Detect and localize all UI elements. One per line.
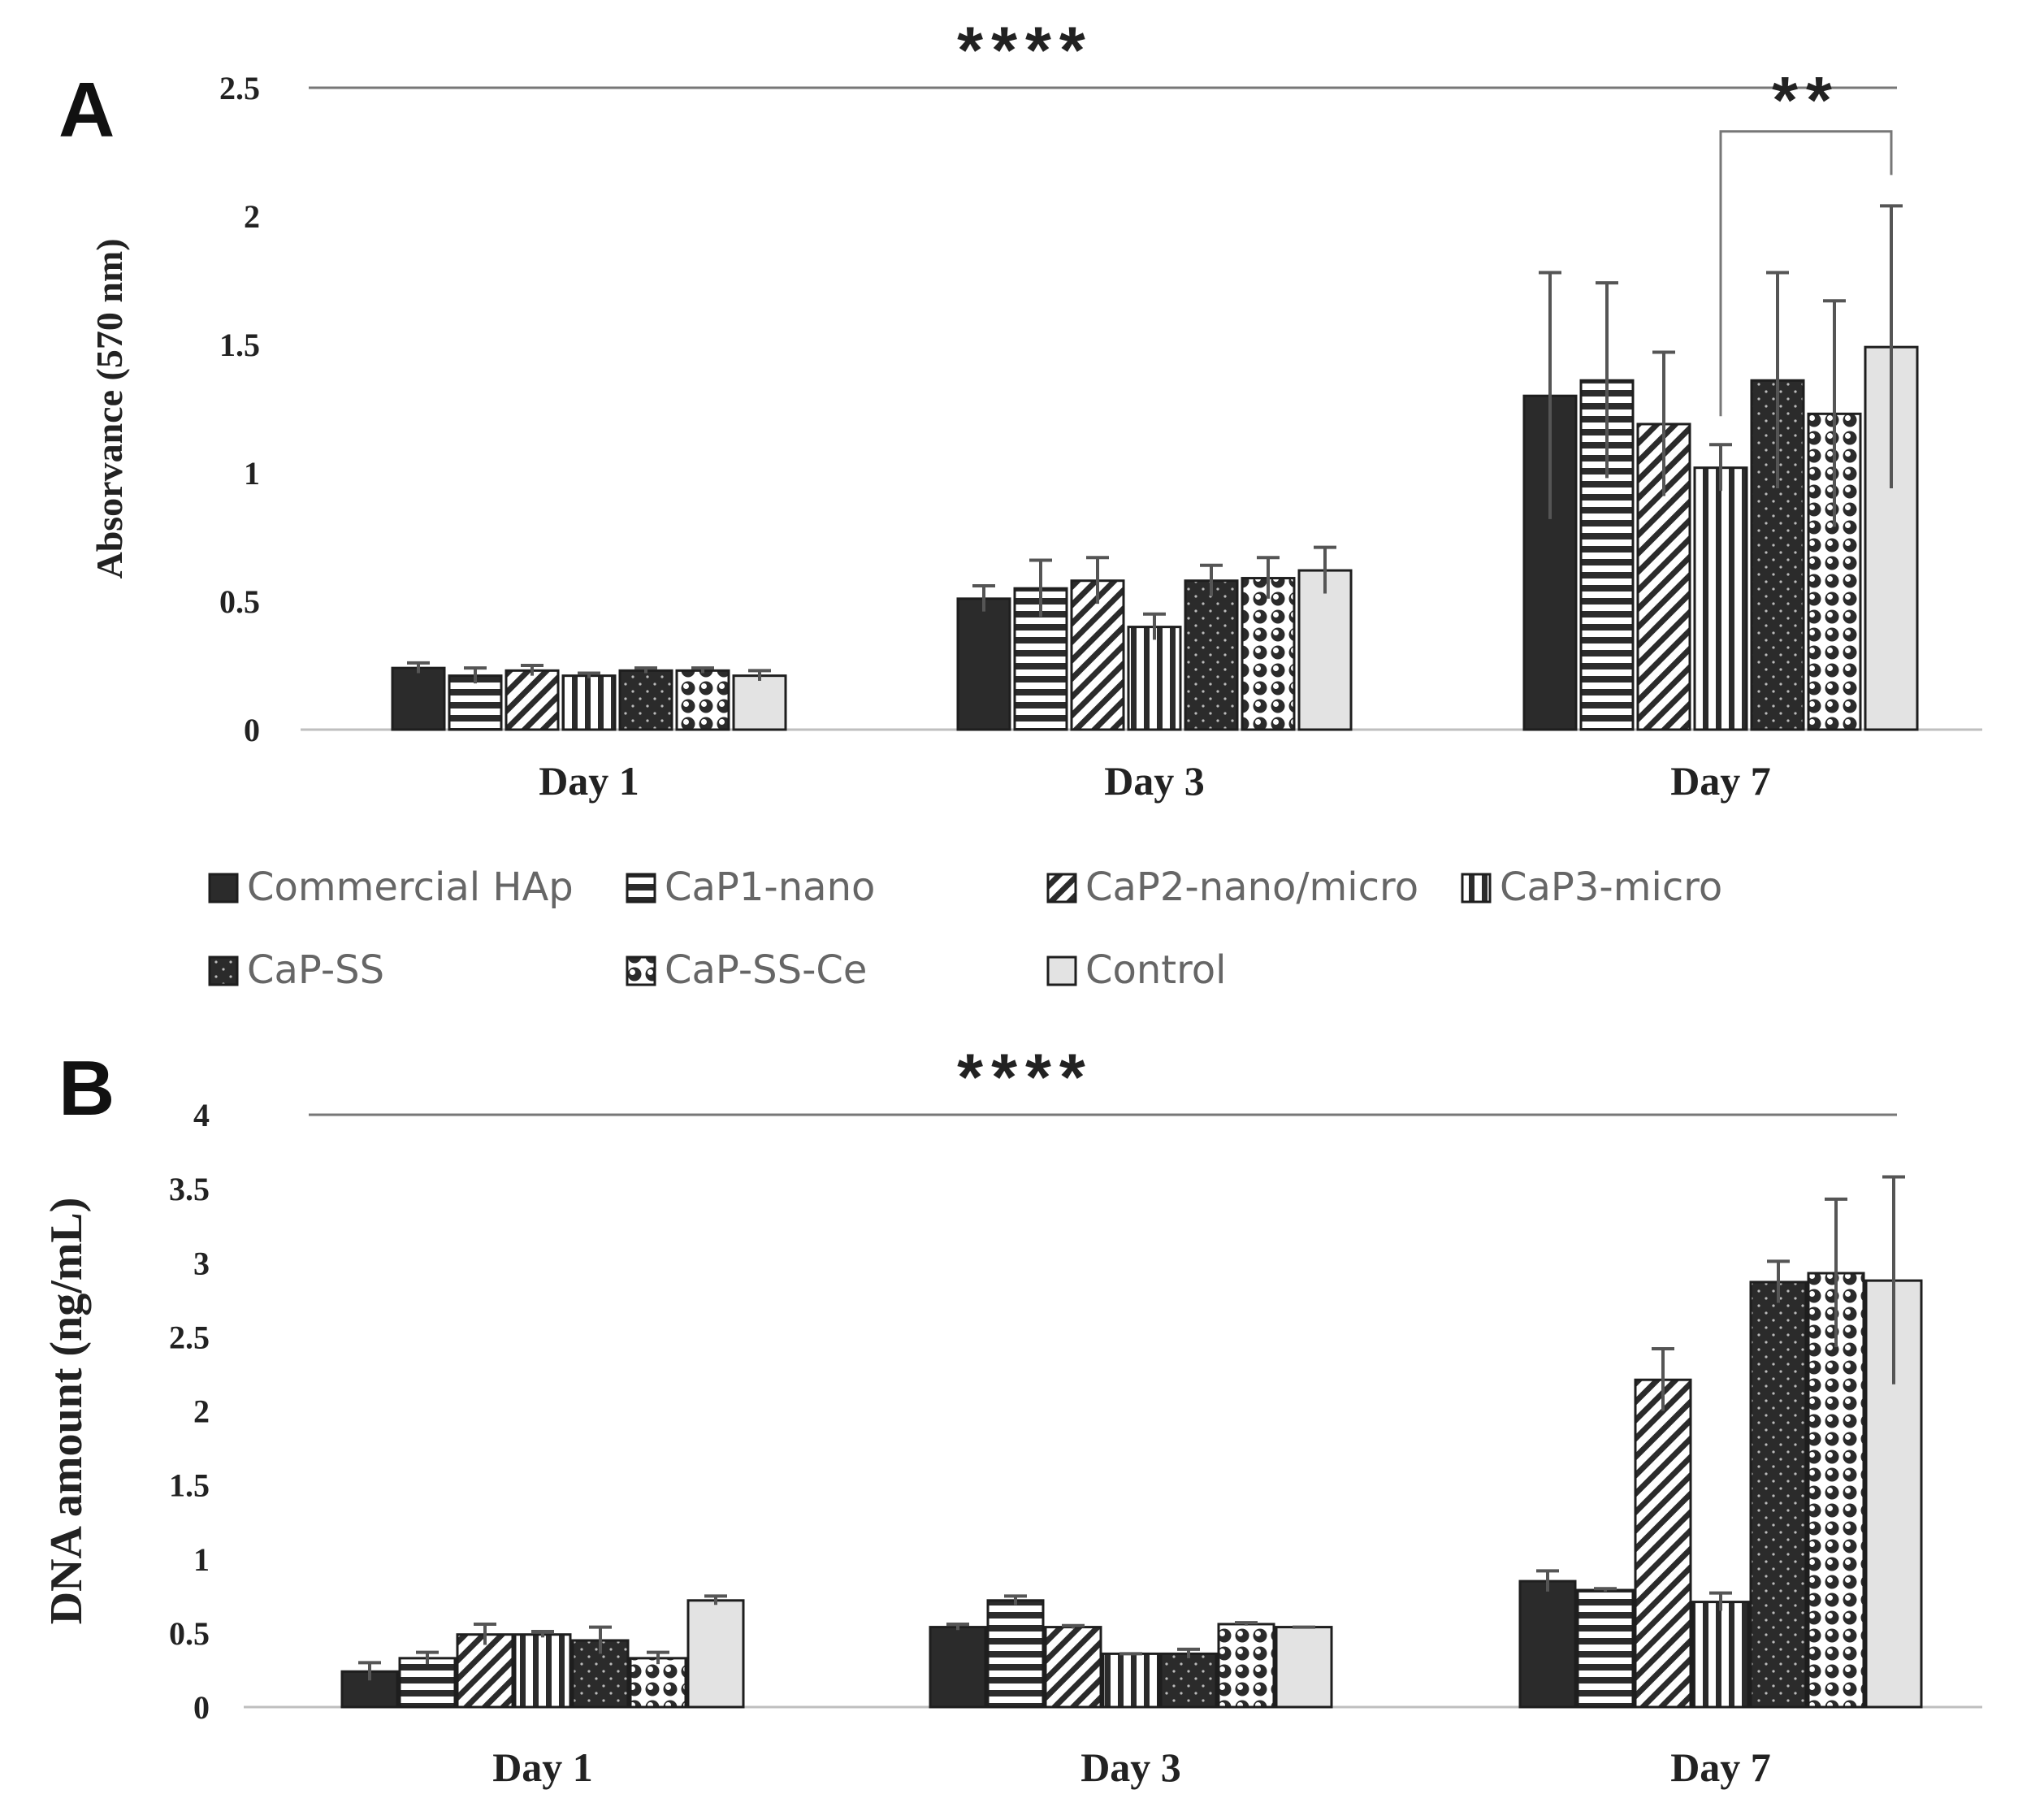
bar <box>1749 1280 1808 1709</box>
bar <box>1184 579 1239 731</box>
bar <box>505 669 560 731</box>
legend-swatch <box>1046 873 1077 904</box>
x-category-label: Day 1 <box>492 1744 593 1790</box>
bar <box>1693 466 1748 731</box>
legend-label: CaP1-nano <box>665 864 875 910</box>
y-axis-label: Absorvance (570 nm) <box>89 238 130 578</box>
chart-panel-b: 0 0.5 1 1.5 2 2.5 3 3.5 4 DNA amount (ng/mL) Day 1… <box>41 1041 1982 1790</box>
legend-label: Control <box>1085 947 1227 993</box>
legend-label: CaP-SS <box>247 947 384 993</box>
y-axis-label: DNA amount (ng/mL) <box>41 1198 92 1625</box>
x-category-label: Day 7 <box>1670 758 1771 804</box>
bar <box>629 1657 687 1709</box>
bar <box>456 1633 514 1709</box>
bar <box>1297 569 1353 731</box>
significance-marker: **** <box>957 1041 1093 1115</box>
legend-swatch <box>1046 956 1077 986</box>
panel-label-b: B <box>58 1045 115 1132</box>
bar <box>513 1633 572 1709</box>
y-tick-label: 2.5 <box>169 1319 210 1355</box>
bar <box>929 1626 987 1709</box>
y-tick-label: 1.5 <box>169 1467 210 1504</box>
significance-marker: ** <box>1772 64 1840 138</box>
legend-swatch <box>1461 873 1492 904</box>
bar <box>1044 1626 1102 1709</box>
bar <box>1217 1623 1275 1709</box>
y-tick-label: 0 <box>244 712 260 748</box>
y-tick-label: 0.5 <box>169 1615 210 1652</box>
bar <box>1691 1601 1750 1709</box>
y-tick-label: 3.5 <box>169 1171 210 1207</box>
panel-label-a: A <box>58 67 115 154</box>
bar <box>448 674 503 731</box>
legend-label: CaP3-micro <box>1500 864 1722 910</box>
bar <box>1634 1378 1692 1709</box>
x-category-label: Day 3 <box>1080 1744 1181 1790</box>
bar <box>1159 1652 1218 1709</box>
y-tick-label: 2 <box>244 198 260 235</box>
bar <box>1102 1652 1160 1709</box>
chart-panel-a: 0 0.5 1 1.5 2 2.5 Absorvance (570 nm) Day 1 Day … <box>89 14 1982 804</box>
bar <box>1275 1626 1333 1709</box>
bar <box>956 597 1011 731</box>
significance-marker: **** <box>957 14 1093 88</box>
bar <box>561 674 617 731</box>
legend: Commercial HAp CaP1-nano CaP2-nano/micro Ca… <box>208 864 1722 993</box>
bar <box>1576 1588 1635 1709</box>
bar <box>986 1599 1045 1709</box>
x-category-label: Day 1 <box>539 758 639 804</box>
legend-swatch <box>626 956 656 986</box>
legend-label: Commercial HAp <box>247 864 574 910</box>
bar <box>398 1657 457 1709</box>
x-category-label: Day 7 <box>1670 1744 1771 1790</box>
y-tick-label: 2.5 <box>219 70 260 106</box>
y-tick-label: 2 <box>193 1393 210 1430</box>
legend-label: CaP2-nano/micro <box>1085 864 1418 910</box>
bar <box>618 669 673 731</box>
bar <box>391 666 446 731</box>
bar <box>686 1599 745 1709</box>
bar <box>1070 579 1125 731</box>
bar <box>1241 577 1296 731</box>
y-tick-label: 0 <box>193 1689 210 1726</box>
legend-label: CaP-SS-Ce <box>665 947 867 993</box>
y-tick-label: 1 <box>244 455 260 492</box>
bar <box>1127 626 1182 731</box>
y-tick-label: 3 <box>193 1245 210 1281</box>
bar <box>732 674 787 731</box>
y-tick-label: 4 <box>193 1097 210 1133</box>
x-category-label: Day 3 <box>1104 758 1205 804</box>
y-tick-label: 0.5 <box>219 583 260 620</box>
significance-bracket <box>1719 130 1893 417</box>
y-tick-label: 1.5 <box>219 327 260 363</box>
legend-swatch <box>208 956 239 986</box>
bar <box>675 669 730 731</box>
bar <box>1518 1580 1577 1709</box>
y-tick-label: 1 <box>193 1541 210 1578</box>
legend-swatch <box>208 873 239 904</box>
legend-swatch <box>626 873 656 904</box>
